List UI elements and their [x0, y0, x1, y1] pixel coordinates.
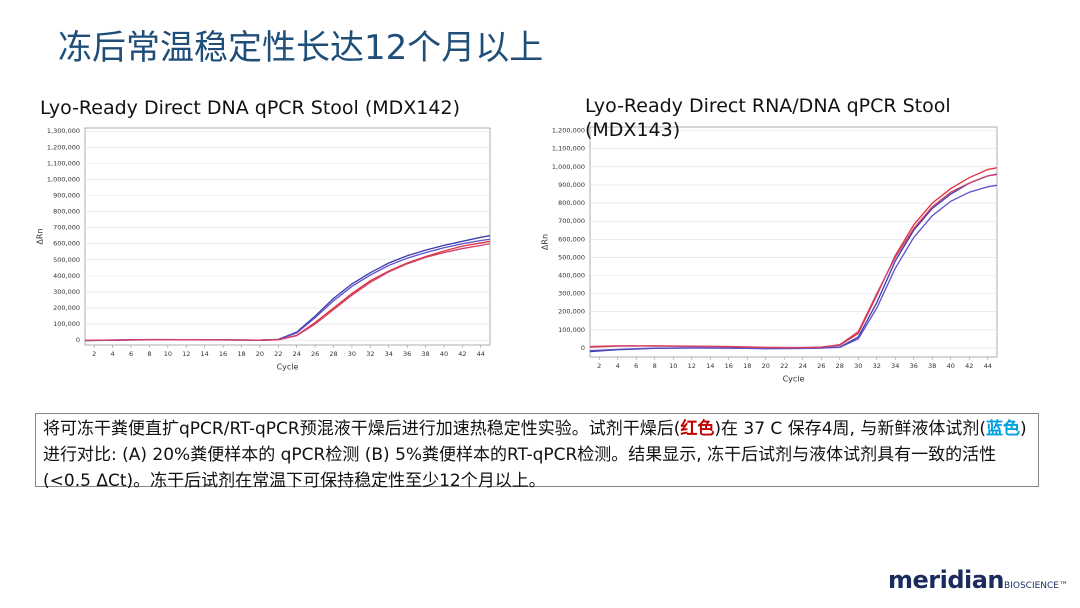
y-tick-label: 200,000: [558, 308, 585, 316]
caption-text: 红色: [680, 419, 715, 439]
y-tick-label: 500,000: [53, 256, 80, 264]
chart-title: Lyo-Ready Direct DNA qPCR Stool (MDX142): [40, 97, 460, 119]
y-tick-label: 1,200,000: [552, 127, 585, 135]
x-tick-label: 36: [910, 362, 918, 370]
x-tick-label: 24: [799, 362, 807, 370]
y-tick-label: 700,000: [558, 217, 585, 225]
y-tick-label: 800,000: [558, 199, 585, 207]
x-tick-label: 14: [706, 362, 714, 370]
x-tick-label: 24: [293, 350, 301, 358]
x-tick-label: 2: [92, 350, 96, 358]
x-tick-label: 16: [725, 362, 733, 370]
x-tick-label: 32: [873, 362, 881, 370]
x-tick-label: 38: [421, 350, 429, 358]
x-tick-label: 20: [762, 362, 770, 370]
x-tick-label: 38: [928, 362, 936, 370]
x-tick-label: 28: [836, 362, 844, 370]
y-tick-label: 100,000: [53, 320, 80, 328]
y-tick-label: 300,000: [558, 290, 585, 298]
y-tick-label: 0: [581, 344, 585, 352]
caption-text: 蓝色: [985, 419, 1020, 439]
y-tick-label: 1,300,000: [47, 127, 80, 135]
y-tick-label: 100,000: [558, 326, 585, 334]
y-tick-label: 400,000: [53, 272, 80, 280]
x-tick-label: 10: [164, 350, 172, 358]
x-tick-label: 34: [891, 362, 899, 370]
x-tick-label: 2: [597, 362, 601, 370]
y-tick-label: 600,000: [53, 240, 80, 248]
x-tick-label: 8: [653, 362, 657, 370]
series-line: [589, 173, 998, 349]
x-tick-label: 40: [440, 350, 448, 358]
series-line: [589, 184, 998, 352]
logo-sub: BIOSCIENCE™: [1004, 581, 1068, 591]
x-tick-label: 20: [256, 350, 264, 358]
y-tick-label: 900,000: [53, 192, 80, 200]
x-tick-label: 28: [329, 350, 337, 358]
x-tick-label: 30: [854, 362, 862, 370]
slide-title: 冻后常温稳定性长达12个月以上: [58, 28, 544, 68]
y-axis-label: ΔRn: [541, 234, 550, 250]
x-axis-label: Cycle: [783, 375, 805, 384]
x-tick-label: 6: [634, 362, 638, 370]
x-tick-label: 18: [237, 350, 245, 358]
x-axis-label: Cycle: [277, 363, 299, 372]
y-tick-label: 1,200,000: [47, 143, 80, 151]
x-tick-label: 26: [817, 362, 825, 370]
plot-area: [589, 126, 998, 358]
y-tick-label: 900,000: [558, 181, 585, 189]
x-tick-label: 36: [403, 350, 411, 358]
logo: meridianBIOSCIENCE™: [888, 566, 1068, 594]
x-tick-label: 12: [688, 362, 696, 370]
x-tick-label: 26: [311, 350, 319, 358]
x-tick-label: 16: [219, 350, 227, 358]
y-tick-label: 800,000: [53, 208, 80, 216]
x-tick-label: 44: [477, 350, 485, 358]
x-tick-label: 22: [274, 350, 282, 358]
caption-text: 将可冻干粪便直扩qPCR/RT-qPCR预混液干燥后进行加速热稳定性实验。试剂干…: [43, 419, 681, 439]
series-line: [84, 243, 491, 341]
x-tick-label: 14: [201, 350, 209, 358]
y-tick-label: 1,100,000: [552, 145, 585, 153]
x-tick-label: 18: [743, 362, 751, 370]
y-tick-label: 500,000: [558, 253, 585, 261]
caption-text: )在 37 C 保存4周, 与新鲜液体试剂(: [714, 419, 986, 439]
x-tick-label: 10: [669, 362, 677, 370]
y-tick-label: 1,100,000: [47, 159, 80, 167]
x-tick-label: 32: [366, 350, 374, 358]
caption-text: )进行对比: (A) 20%粪便样本的 qPCR检测 (B) 5%粪便样本的RT…: [43, 419, 1027, 491]
y-tick-label: 1,000,000: [47, 175, 80, 183]
y-tick-label: 700,000: [53, 224, 80, 232]
x-tick-label: 4: [616, 362, 620, 370]
x-tick-label: 22: [780, 362, 788, 370]
x-tick-label: 4: [111, 350, 115, 358]
plot-area: [84, 127, 491, 346]
x-tick-label: 44: [984, 362, 992, 370]
logo-name: meridian: [887, 566, 1005, 594]
y-tick-label: 200,000: [53, 304, 80, 312]
y-tick-label: 0: [76, 336, 80, 344]
y-tick-label: 600,000: [558, 235, 585, 243]
x-tick-label: 30: [348, 350, 356, 358]
caption: 将可冻干粪便直扩qPCR/RT-qPCR预混液干燥后进行加速热稳定性实验。试剂干…: [35, 413, 1039, 491]
y-axis-label: ΔRn: [36, 228, 45, 244]
y-tick-label: 300,000: [53, 288, 80, 296]
x-tick-label: 12: [182, 350, 190, 358]
x-tick-label: 42: [458, 350, 466, 358]
x-tick-label: 42: [965, 362, 973, 370]
y-tick-label: 1,000,000: [552, 163, 585, 171]
x-tick-label: 34: [385, 350, 393, 358]
x-tick-label: 40: [947, 362, 955, 370]
x-tick-label: 6: [129, 350, 133, 358]
x-tick-label: 8: [147, 350, 151, 358]
chart-title: Lyo-Ready Direct RNA/DNA qPCR Stool (MDX…: [585, 95, 951, 141]
y-tick-label: 400,000: [558, 272, 585, 280]
